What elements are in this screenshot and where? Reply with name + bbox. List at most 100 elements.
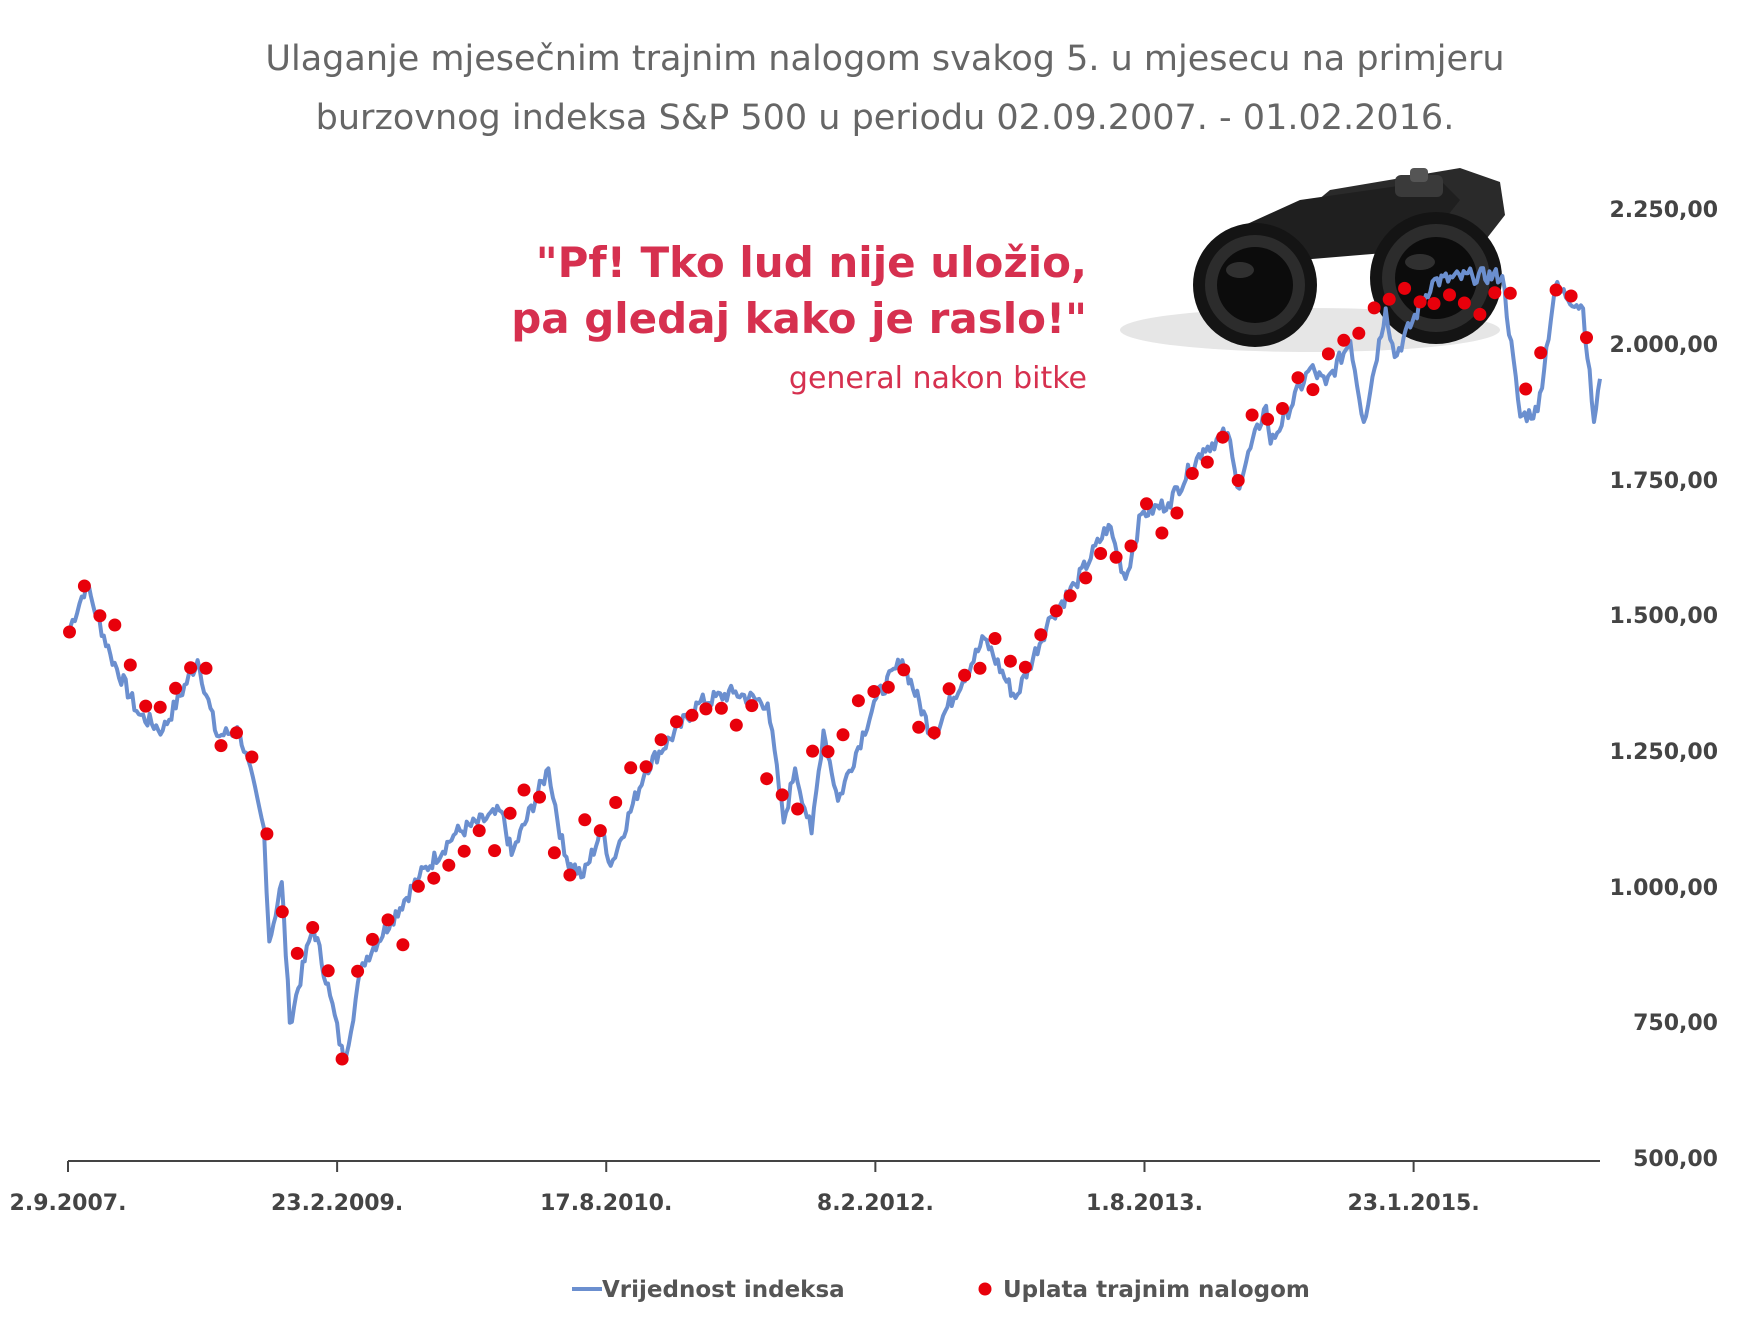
data-point — [123, 658, 137, 672]
data-point — [366, 932, 379, 946]
data-point — [517, 783, 531, 797]
data-point — [245, 750, 259, 764]
data-point — [457, 844, 471, 858]
data-point — [897, 663, 911, 677]
y-tick-label: 1.750,00 — [1609, 469, 1718, 494]
legend-dot-swatch — [978, 1282, 992, 1296]
x-tick-label: 8.2.2012. — [817, 1191, 934, 1216]
chart-title-line-1: Ulaganje mjesečnim trajnim nalogom svako… — [265, 39, 1505, 79]
data-point — [1109, 550, 1123, 564]
data-point — [881, 680, 895, 694]
data-point — [77, 579, 91, 593]
data-point — [1276, 402, 1289, 415]
data-point — [488, 844, 502, 858]
legend-label-payment: Uplata trajnim nalogom — [1003, 1277, 1310, 1303]
data-point — [639, 760, 653, 774]
data-point — [335, 1052, 349, 1066]
data-point — [1079, 571, 1093, 585]
data-point — [912, 720, 926, 734]
data-point — [1185, 467, 1199, 480]
data-point — [214, 739, 228, 753]
x-tick-label: 1.8.2013. — [1086, 1191, 1203, 1216]
x-tick-label: 2.9.2007. — [10, 1191, 127, 1216]
data-point — [1063, 589, 1077, 603]
data-point — [1549, 283, 1563, 297]
data-point — [1155, 526, 1169, 540]
data-point — [351, 964, 365, 978]
data-point — [1382, 292, 1396, 306]
quote-attribution: general nakon bitke — [788, 361, 1087, 396]
binoculars-icon — [1120, 168, 1505, 352]
data-point — [563, 868, 577, 882]
x-tick-label: 23.2.2009. — [271, 1191, 403, 1216]
data-point — [654, 733, 668, 747]
data-point — [1200, 455, 1214, 469]
data-point — [153, 700, 167, 714]
data-point — [1261, 412, 1275, 426]
data-point — [1443, 288, 1456, 302]
data-point — [169, 681, 183, 695]
data-point — [1413, 295, 1427, 309]
data-point — [670, 715, 683, 729]
data-point — [1003, 654, 1017, 668]
data-point — [927, 726, 941, 740]
data-point — [714, 701, 728, 715]
data-point — [942, 682, 956, 696]
data-point — [108, 618, 122, 632]
data-point — [306, 921, 320, 934]
chart-title-line-2: burzovnog indeksa S&P 500 u periodu 02.0… — [315, 98, 1455, 138]
data-point — [1231, 474, 1245, 487]
data-point — [745, 699, 759, 713]
legend-label-index: Vrijednost indeksa — [602, 1277, 845, 1303]
data-point — [139, 699, 153, 713]
data-point — [1034, 628, 1048, 642]
y-tick-label: 500,00 — [1633, 1147, 1718, 1172]
data-point — [1503, 286, 1517, 300]
data-point — [260, 827, 274, 841]
data-point — [93, 609, 107, 623]
data-point — [184, 661, 198, 675]
data-point — [775, 788, 789, 802]
data-point — [1457, 296, 1471, 310]
y-axis: 2.250,00 2.000,00 1.750,00 1.500,00 1.25… — [1609, 198, 1718, 1172]
data-point — [624, 761, 638, 775]
data-point — [503, 806, 517, 820]
legend: Vrijednost indeksa Uplata trajnim nalogo… — [572, 1277, 1310, 1303]
quote-line-2: pa gledaj kako je raslo!" — [511, 294, 1087, 343]
y-tick-label: 750,00 — [1633, 1011, 1718, 1036]
data-point — [806, 744, 820, 758]
data-point — [1049, 604, 1063, 618]
data-point — [381, 913, 395, 927]
data-point — [290, 946, 304, 960]
y-tick-label: 2.000,00 — [1609, 333, 1718, 358]
data-point — [230, 726, 243, 740]
y-tick-label: 1.000,00 — [1609, 876, 1718, 901]
quote-block: "Pf! Tko lud nije uložio, pa gledaj kako… — [511, 235, 1087, 403]
data-point — [1018, 660, 1032, 674]
quote-line-1: "Pf! Tko lud nije uložio, — [535, 238, 1087, 287]
data-point — [1352, 326, 1366, 340]
data-point — [533, 790, 546, 804]
data-point — [867, 685, 881, 698]
data-point — [1124, 539, 1138, 553]
data-point — [1245, 408, 1259, 422]
data-point — [973, 661, 987, 675]
data-point — [442, 858, 456, 872]
data-point — [472, 824, 486, 838]
data-point — [275, 905, 289, 919]
data-point — [1216, 430, 1230, 444]
data-point — [578, 813, 592, 827]
data-point — [1321, 347, 1335, 361]
data-point — [988, 632, 1002, 645]
chart-title: Ulaganje mjesečnim trajnim nalogom svako… — [0, 30, 1742, 148]
data-point — [1488, 286, 1502, 300]
data-point — [699, 702, 713, 716]
y-tick-label: 2.250,00 — [1609, 198, 1718, 223]
data-point — [685, 708, 699, 722]
data-point — [1564, 289, 1578, 303]
data-point — [851, 694, 865, 708]
data-point — [1306, 383, 1320, 397]
x-tick-label: 17.8.2010. — [540, 1191, 672, 1216]
data-point — [1473, 307, 1487, 321]
